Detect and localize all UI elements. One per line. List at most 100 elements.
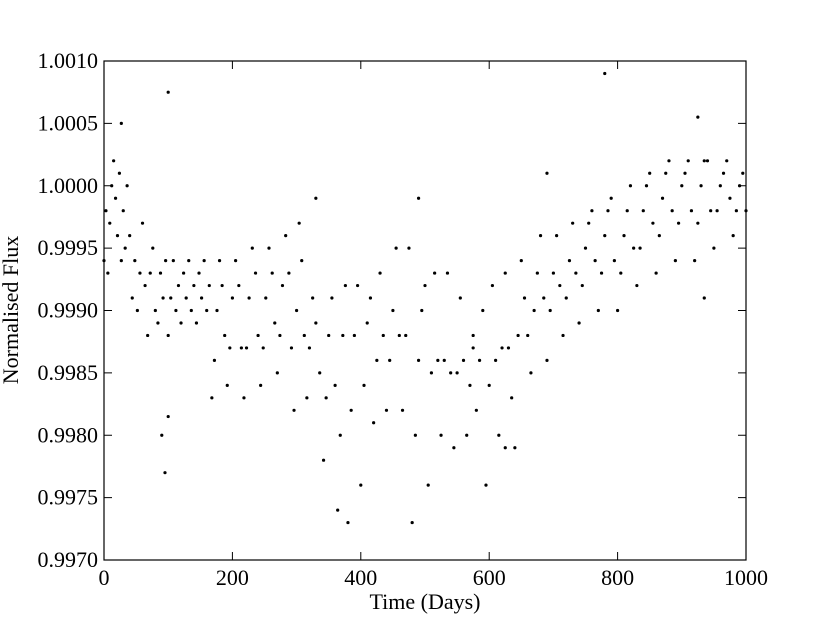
data-point [287,271,291,275]
data-point [673,259,677,263]
data-point [217,259,222,263]
data-point [362,383,366,387]
data-point [702,296,706,300]
data-point [250,246,254,250]
y-axis-label: Normalised Flux [0,236,23,385]
data-point [423,283,427,288]
data-point [635,283,639,288]
data-point [474,408,478,412]
x-tick-label: 0 [99,565,110,590]
data-point [321,458,326,462]
data-point [166,90,170,94]
data-point [128,234,132,238]
data-point [292,408,296,412]
data-point [119,259,123,263]
x-tick-label: 800 [601,565,634,590]
data-point [526,333,530,338]
data-point [295,308,299,313]
data-point [169,296,173,300]
data-point [487,383,491,387]
data-point [737,184,742,188]
y-tick-label: 0.9985 [38,360,99,385]
data-point [455,371,459,375]
data-point [641,209,645,213]
data-point [676,221,681,225]
data-point [590,209,594,213]
data-point [532,308,536,313]
data-point [683,171,687,175]
data-point [372,421,376,425]
data-point [197,271,201,275]
data-point [160,433,164,437]
data-point [184,296,188,300]
data-point [314,321,318,325]
data-point [587,221,591,225]
data-point [318,371,322,375]
data-point [220,283,224,288]
data-point [242,396,246,400]
data-point [247,296,251,300]
data-point [359,483,363,487]
data-point [341,333,345,338]
data-point [603,71,607,76]
data-point [458,296,462,300]
data-point [744,209,748,213]
y-tick-label: 0.9990 [38,298,99,323]
data-point [410,520,414,525]
data-point [705,159,710,163]
data-point [278,333,282,338]
data-point [644,184,649,188]
data-point [259,383,263,387]
data-point [718,184,722,188]
data-point [153,308,157,313]
data-point [365,321,369,325]
data-point [381,333,385,338]
data-point [397,333,401,338]
data-point [529,371,533,375]
data-point [664,171,668,175]
data-point [189,308,193,313]
data-point [548,308,552,313]
data-point [609,196,613,200]
data-point [273,321,277,325]
data-point [113,196,118,200]
data-point [166,333,170,338]
data-point [300,259,304,263]
data-point [500,346,504,350]
data-point [205,308,209,313]
y-tick-label: 0.9970 [38,547,99,572]
data-point [494,358,498,362]
data-point [571,221,575,225]
data-point [407,246,411,250]
data-point [693,259,697,263]
data-point [680,184,684,188]
data-point [174,308,178,313]
data-point [199,296,204,300]
data-point [651,221,655,225]
data-point [715,209,719,213]
data-point [239,346,243,350]
data-point [307,346,312,350]
data-point [542,296,546,300]
data-point [622,234,626,238]
data-point [731,234,735,238]
data-point [561,333,565,338]
data-point [187,259,191,263]
data-point [143,283,147,288]
data-point [461,358,466,362]
data-point [388,358,392,362]
data-point [225,383,229,387]
data-point [327,333,331,338]
data-point [667,159,671,163]
data-point [123,246,127,250]
data-point [117,171,122,175]
data-point [413,433,417,437]
data-point [593,259,597,263]
data-point [108,221,112,225]
data-point [156,321,160,325]
data-point [583,246,588,250]
data-point [121,209,125,213]
data-point [702,159,706,163]
data-point [567,259,572,263]
data-point [267,246,271,250]
